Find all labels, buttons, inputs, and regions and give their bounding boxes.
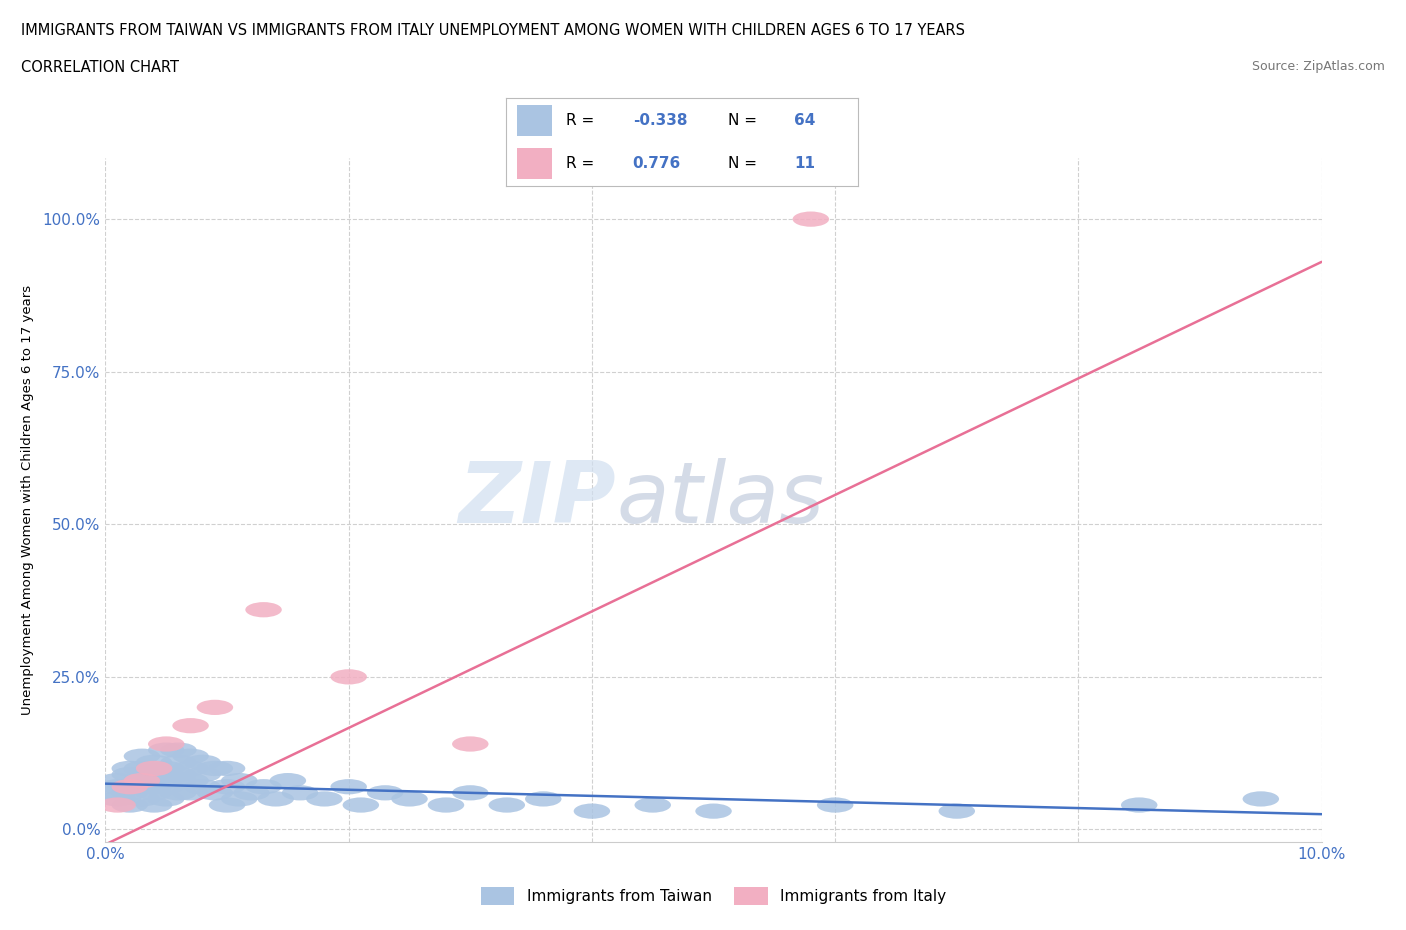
Ellipse shape [197,699,233,715]
Ellipse shape [124,749,160,764]
Ellipse shape [453,737,488,751]
Text: Source: ZipAtlas.com: Source: ZipAtlas.com [1251,60,1385,73]
Text: ZIP: ZIP [458,458,616,541]
Ellipse shape [184,767,221,782]
Ellipse shape [124,791,160,806]
Ellipse shape [330,670,367,684]
Ellipse shape [100,785,136,801]
Text: R =: R = [565,113,599,128]
Ellipse shape [209,797,245,813]
Ellipse shape [100,779,136,794]
Ellipse shape [100,773,136,789]
Ellipse shape [634,797,671,813]
Ellipse shape [136,761,173,776]
Ellipse shape [160,785,197,801]
Y-axis label: Unemployment Among Women with Children Ages 6 to 17 years: Unemployment Among Women with Children A… [21,285,34,715]
Text: 0.776: 0.776 [633,156,681,171]
Ellipse shape [111,761,148,776]
Text: N =: N = [728,156,762,171]
Ellipse shape [173,785,209,801]
Ellipse shape [136,797,173,813]
Ellipse shape [124,779,160,794]
Ellipse shape [173,749,209,764]
Ellipse shape [793,211,830,227]
Ellipse shape [343,797,380,813]
Ellipse shape [173,761,209,776]
Ellipse shape [367,785,404,801]
Ellipse shape [111,797,148,813]
Text: atlas: atlas [616,458,824,541]
Ellipse shape [307,791,343,806]
Text: N =: N = [728,113,762,128]
Text: 11: 11 [794,156,815,171]
Ellipse shape [245,602,281,618]
Legend: Immigrants from Taiwan, Immigrants from Italy: Immigrants from Taiwan, Immigrants from … [472,880,955,912]
Ellipse shape [330,779,367,794]
Ellipse shape [1243,791,1279,806]
Text: -0.338: -0.338 [633,113,688,128]
Ellipse shape [100,791,136,806]
Ellipse shape [524,791,561,806]
Ellipse shape [270,773,307,789]
Ellipse shape [136,785,173,801]
Text: R =: R = [565,156,599,171]
Ellipse shape [427,797,464,813]
Ellipse shape [111,767,148,782]
Text: IMMIGRANTS FROM TAIWAN VS IMMIGRANTS FROM ITALY UNEMPLOYMENT AMONG WOMEN WITH CH: IMMIGRANTS FROM TAIWAN VS IMMIGRANTS FRO… [21,23,965,38]
Ellipse shape [221,773,257,789]
Ellipse shape [148,767,184,782]
Ellipse shape [184,754,221,770]
Ellipse shape [257,791,294,806]
Ellipse shape [160,767,197,782]
Ellipse shape [148,779,184,794]
Ellipse shape [124,773,160,789]
Ellipse shape [245,779,281,794]
Ellipse shape [453,785,488,801]
Ellipse shape [124,761,160,776]
Ellipse shape [148,761,184,776]
Ellipse shape [148,742,184,758]
Ellipse shape [136,767,173,782]
Ellipse shape [173,773,209,789]
Ellipse shape [173,718,209,734]
Ellipse shape [1121,797,1157,813]
Ellipse shape [100,797,136,813]
Ellipse shape [939,804,974,818]
Ellipse shape [233,785,270,801]
Ellipse shape [197,785,233,801]
Ellipse shape [160,742,197,758]
Ellipse shape [160,773,197,789]
Ellipse shape [197,761,233,776]
Ellipse shape [124,773,160,789]
Ellipse shape [148,791,184,806]
Ellipse shape [817,797,853,813]
Ellipse shape [160,754,197,770]
FancyBboxPatch shape [517,105,551,136]
Ellipse shape [221,791,257,806]
Ellipse shape [209,761,245,776]
Ellipse shape [111,785,148,801]
FancyBboxPatch shape [517,148,551,179]
Text: 64: 64 [794,113,815,128]
Ellipse shape [391,791,427,806]
Ellipse shape [111,779,148,794]
Ellipse shape [281,785,318,801]
Ellipse shape [148,737,184,751]
Ellipse shape [574,804,610,818]
Ellipse shape [136,754,173,770]
Ellipse shape [111,779,148,794]
Ellipse shape [488,797,524,813]
Text: CORRELATION CHART: CORRELATION CHART [21,60,179,75]
Ellipse shape [136,779,173,794]
Ellipse shape [184,779,221,794]
Ellipse shape [209,779,245,794]
Ellipse shape [696,804,731,818]
